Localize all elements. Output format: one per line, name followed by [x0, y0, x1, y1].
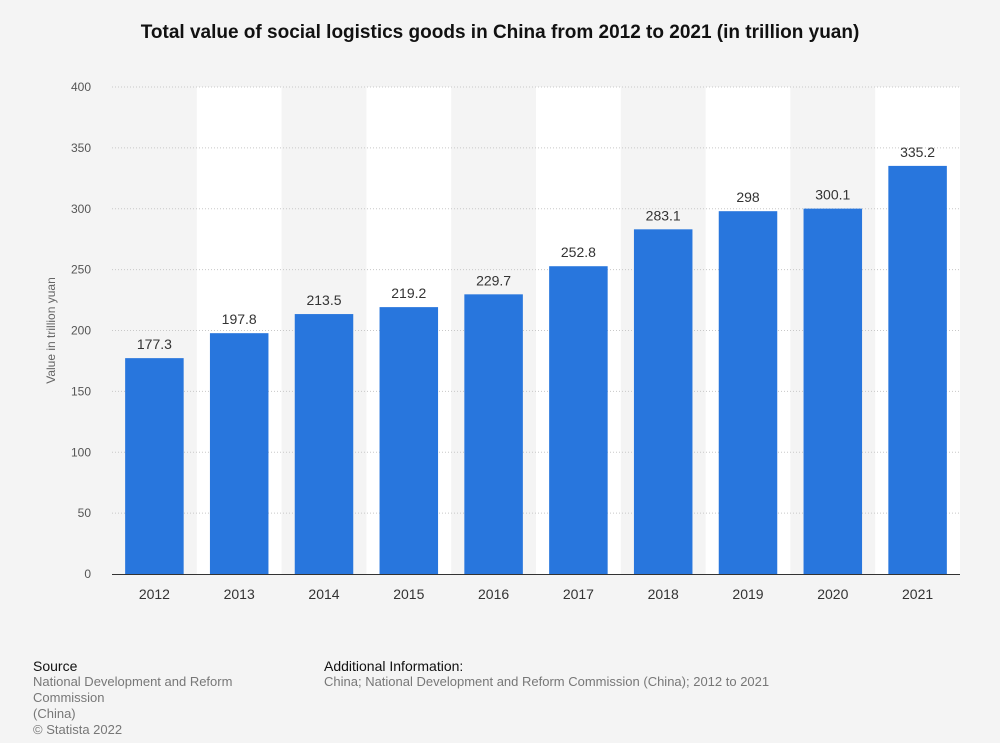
y-tick-label: 200 [71, 324, 91, 338]
bar-2012[interactable] [125, 358, 184, 574]
data-label-2017: 252.8 [561, 244, 596, 260]
source-line-1: National Development and Reform Commissi… [33, 674, 233, 705]
data-labels: 177.3 197.8 213.5 219.2 229.7 252.8 283.1 298 30… [137, 144, 935, 352]
data-label-2016: 229.7 [476, 272, 511, 288]
bar-2019[interactable] [718, 211, 778, 574]
x-tick-label: 2019 [732, 586, 763, 602]
source-heading: Source [33, 658, 78, 674]
bar-2013[interactable] [209, 333, 269, 574]
additional-info-text: China; National Development and Reform C… [324, 674, 770, 689]
source-line-2: (China) [33, 706, 76, 721]
bar-2018[interactable] [633, 229, 693, 574]
x-tick-label: 2016 [478, 586, 509, 602]
y-tick-label: 300 [71, 202, 91, 216]
y-tick-label: 250 [71, 263, 91, 277]
copyright: © Statista 2022 [33, 722, 123, 737]
chart-title: Total value of social logistics goods in… [140, 22, 860, 43]
x-tick-label: 2013 [224, 586, 255, 602]
y-axis-ticks: 0 50 100 150 200 250 300 350 400 [71, 80, 91, 581]
bar-2017[interactable] [549, 266, 608, 574]
data-label-2012: 177.3 [137, 336, 172, 352]
additional-info-block: Additional Information: China; National … [324, 658, 964, 690]
y-tick-label: 100 [71, 445, 91, 459]
x-axis-ticks: 2012 2013 2014 2015 2016 2017 2018 2019 2020 2021 [139, 586, 934, 602]
x-tick-label: 2012 [139, 586, 170, 602]
data-label-2018: 283.1 [646, 207, 681, 223]
x-tick-label: 2020 [817, 586, 848, 602]
data-label-2013: 197.8 [222, 311, 257, 327]
data-label-2019: 298 [736, 189, 760, 205]
bar-2015[interactable] [379, 307, 439, 574]
y-tick-label: 350 [71, 141, 91, 155]
x-tick-label: 2021 [902, 586, 933, 602]
data-label-2014: 213.5 [306, 292, 341, 308]
additional-info-heading: Additional Information: [324, 658, 464, 674]
y-tick-label: 50 [78, 506, 92, 520]
y-tick-label: 400 [71, 80, 91, 94]
x-tick-label: 2014 [308, 586, 339, 602]
y-tick-label: 0 [84, 567, 91, 581]
x-tick-label: 2017 [563, 586, 594, 602]
x-tick-label: 2018 [648, 586, 679, 602]
bar-2020[interactable] [803, 208, 863, 575]
bar-chart: 0 50 100 150 200 250 300 350 400 177.3 197.8 213.5… [44, 80, 960, 602]
source-block: Source National Development and Reform C… [33, 658, 303, 738]
y-tick-label: 150 [71, 384, 91, 398]
bar-2021[interactable] [888, 165, 947, 575]
bar-2016[interactable] [464, 294, 523, 574]
data-label-2021: 335.2 [900, 144, 935, 160]
bar-2014[interactable] [294, 314, 354, 574]
bars [125, 165, 947, 575]
x-tick-label: 2015 [393, 586, 424, 602]
y-axis-label: Value in trillion yuan [44, 277, 58, 384]
data-label-2015: 219.2 [391, 285, 426, 301]
data-label-2020: 300.1 [815, 187, 850, 203]
